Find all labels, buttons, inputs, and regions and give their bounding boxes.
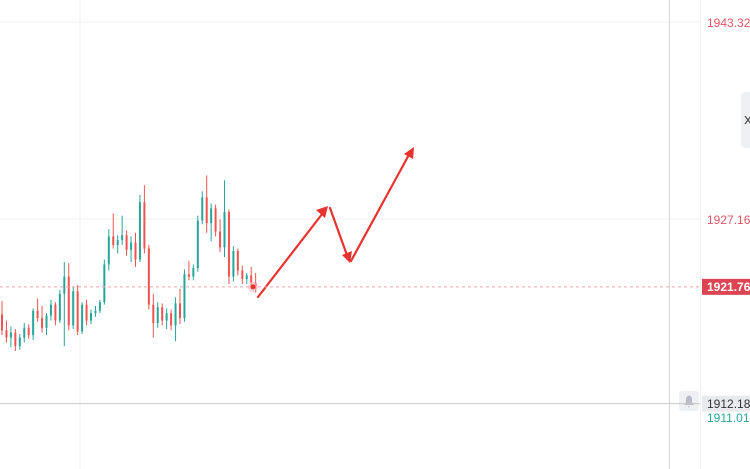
candle-body <box>227 212 230 277</box>
candle-body <box>90 313 92 321</box>
arrow <box>256 207 328 299</box>
y-tick-label: 1943.32 <box>707 16 750 30</box>
candle-body <box>250 275 253 283</box>
candle-body <box>223 212 226 248</box>
last-price-tag <box>702 278 750 295</box>
candles <box>1 175 257 351</box>
candle-body <box>170 313 173 326</box>
candle-body <box>58 293 61 321</box>
candle-body <box>147 248 150 305</box>
candle-body <box>201 197 204 221</box>
trend-arrows <box>256 147 414 299</box>
arrow-head <box>404 147 414 159</box>
candle-body <box>156 307 159 323</box>
y-tick-label: 1927.16 <box>707 213 750 227</box>
candle-body <box>121 235 124 241</box>
candle-body <box>245 275 248 280</box>
arrow-head <box>342 251 352 263</box>
candle-body <box>196 220 199 269</box>
candle-body <box>27 327 30 336</box>
candle-body <box>232 251 235 277</box>
grid <box>0 0 700 469</box>
candle-body <box>143 202 146 249</box>
candle-body <box>134 242 137 260</box>
last-price-label: 1921.76 <box>707 280 750 294</box>
candle-body <box>81 304 84 332</box>
candle-body <box>107 236 110 265</box>
candle-body <box>236 251 239 271</box>
candle-body <box>152 304 155 323</box>
candle-body <box>32 310 35 336</box>
candle-body <box>67 276 70 326</box>
candle-body <box>179 303 181 319</box>
candle-body <box>183 274 186 319</box>
crosshair-label: 1912.18 <box>707 397 750 411</box>
bell-button[interactable] <box>679 391 699 411</box>
candle-body <box>205 197 208 223</box>
candle-body <box>76 291 79 332</box>
candle-body <box>54 304 57 321</box>
candle-body <box>116 240 119 245</box>
candle-body <box>187 274 190 277</box>
candle-body <box>18 337 21 347</box>
candle-body <box>103 264 106 303</box>
candle-body <box>130 242 133 250</box>
candle-body <box>72 291 75 326</box>
bell-icon[interactable] <box>684 395 694 409</box>
candle-body <box>41 318 44 328</box>
candle-body <box>9 332 12 338</box>
candle-body <box>94 310 97 314</box>
candle-body <box>23 327 26 338</box>
candle-body <box>210 208 213 223</box>
candle-body <box>165 313 168 321</box>
candle-body <box>5 330 8 338</box>
candle-body <box>49 304 52 316</box>
candle-body <box>98 302 101 311</box>
arrow-head <box>316 206 328 218</box>
candle-body <box>63 276 66 294</box>
candle-body <box>36 310 39 319</box>
candle-body <box>1 314 3 331</box>
candle-body <box>241 270 244 280</box>
candle-body <box>138 202 141 260</box>
candle-body <box>14 332 17 347</box>
low-price-label: 1911.01 <box>707 411 750 425</box>
last-price-dot <box>250 284 256 290</box>
candle-body <box>192 268 195 277</box>
crosshair-tag <box>702 395 750 412</box>
side-tab[interactable] <box>741 92 750 148</box>
candle-body <box>125 235 128 250</box>
side-tab-bg[interactable] <box>741 92 750 148</box>
candle-body <box>174 303 177 326</box>
candle-body <box>219 231 222 248</box>
close-icon[interactable] <box>744 115 750 125</box>
candle-body <box>85 304 88 321</box>
arrow <box>349 149 413 263</box>
candle-body <box>112 236 115 245</box>
candle-body <box>214 208 217 232</box>
arrow <box>328 206 350 260</box>
candle-body <box>45 315 48 328</box>
candle-body <box>161 307 164 321</box>
